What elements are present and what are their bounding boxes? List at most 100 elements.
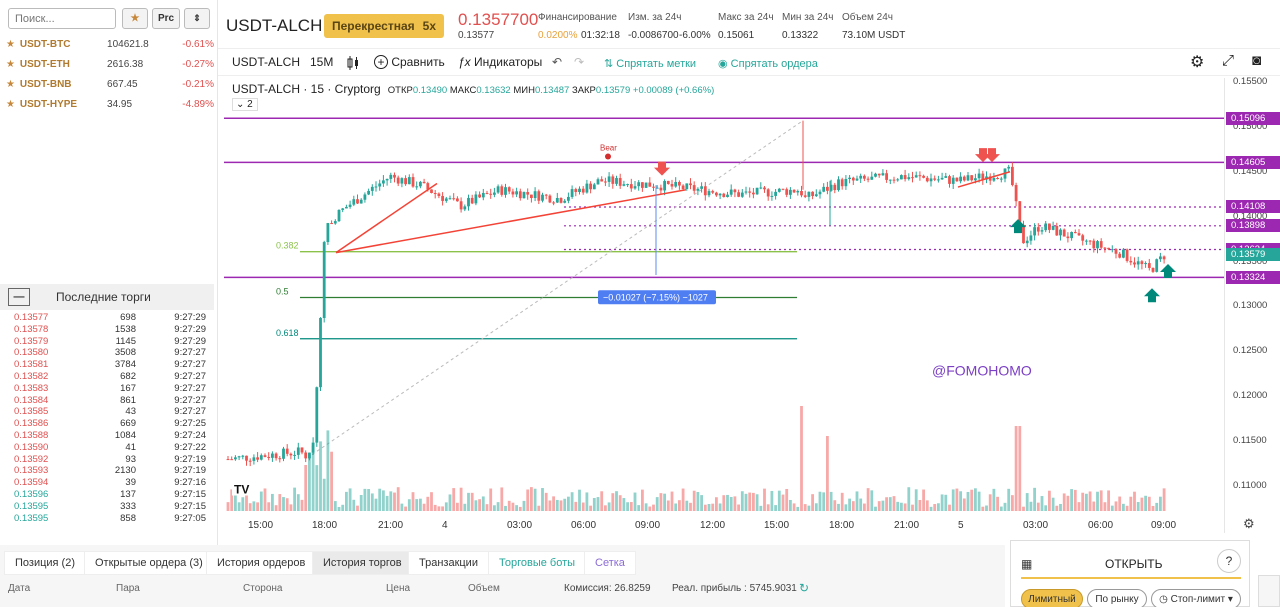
volume-bar [792,503,796,511]
volume-bar [970,489,974,511]
sort-button[interactable]: ⇕ [184,8,210,29]
candle-body [900,175,903,180]
watchlist-row[interactable]: ★ USDT-BNB 667.45 -0.21% [0,74,214,94]
calculator-icon[interactable]: ▦ [1021,557,1033,571]
volume-bar [1136,502,1140,511]
trade-row: 0.13581 3784 9:27:27 [0,359,214,371]
candle-body [600,179,604,182]
recent-trades-title: Последние торги [56,290,151,304]
volume-bar [507,500,511,511]
candle-body [493,192,496,195]
trade-time: 9:27:27 [174,406,206,418]
settings-gear-icon[interactable]: ⚙ [1190,54,1205,71]
refresh-icon[interactable]: ↻ [799,581,810,595]
volume-bar [567,496,570,511]
price-level-label[interactable]: 0.15096 [1226,111,1280,125]
candle-body [363,194,367,200]
star-icon[interactable]: ★ [6,78,15,90]
favorites-star-button[interactable]: ★ [122,8,148,29]
interval-button[interactable]: 15M [310,55,334,69]
star-icon[interactable]: ★ [6,58,15,70]
volume-bar [259,491,263,511]
price-level-label[interactable]: 0.14605 [1226,155,1280,169]
side-tab[interactable] [1258,575,1280,607]
trade-price: 0.13582 [14,371,49,382]
price-tick: 0.14500 [1233,165,1268,177]
trade-qty: 3508 [114,347,136,359]
price-tick: 0.13000 [1233,300,1268,312]
market-button[interactable]: По рынку [1087,589,1147,607]
fullscreen-icon[interactable]: ⤢ [1222,52,1235,69]
limit-button[interactable]: Лимитный [1021,589,1083,607]
trade-time: 9:27:15 [174,500,206,512]
star-icon[interactable]: ★ [6,98,15,110]
price-level-label[interactable]: 0.13324 [1226,270,1280,284]
tab-4[interactable]: Транзакции [408,551,489,575]
hide-marks-button[interactable]: ⇅ Спрятать метки [604,57,696,70]
pair-title[interactable]: USDT-ALCH [226,16,323,35]
volume-bar [474,500,478,511]
symbol-button[interactable]: USDT-ALCH [232,55,301,69]
last-price: 0.1357700 [458,10,539,29]
sell-arrow-icon [975,148,991,163]
tab-3[interactable]: История торгов [312,551,413,575]
chart-canvas[interactable]: 0.382 0.5 0.618 Bear −0.01027 (−7.15%) −1027… [224,78,1224,533]
legend-collapse-button[interactable]: ⌄ 2 [232,98,258,111]
search-input[interactable] [8,8,116,29]
tab-5[interactable]: Торговые боты [488,551,587,575]
volume-bar [674,503,678,511]
trade-row: 0.13585 43 9:27:27 [0,406,214,418]
collapse-button[interactable]: — [8,288,30,306]
candle-body [526,192,530,195]
price-level-label[interactable]: 0.14108 [1226,200,1280,214]
prc-button[interactable]: Prc [152,8,180,29]
price-chart[interactable]: 0.382 0.5 0.618 Bear −0.01027 (−7.15%) −1027… [224,78,1224,533]
candle-body [337,209,341,222]
tab-1[interactable]: Открытые ордера (3) [84,551,214,575]
stop-limit-select[interactable]: ◷ Стоп-лимит ▾ [1151,589,1241,607]
volume-bar [308,454,311,511]
volume-bar [359,494,363,511]
hide-orders-button[interactable]: ◉ Спрятать ордера [718,57,818,70]
watchlist-row[interactable]: ★ USDT-ETH 2616.38 -0.27% [0,54,214,74]
trade-time: 9:27:24 [174,430,206,441]
volume-bar [1129,496,1133,511]
compare-button[interactable]: + Сравнить [374,55,445,69]
price-axis[interactable]: 0.15500 0.15000 0.14500 0.14000 0.13500 0.130… [1224,76,1280,533]
indicators-button[interactable]: ƒx Индикаторы [458,55,542,69]
candle-body [267,456,271,458]
volume-bar [611,493,615,511]
undo-icon[interactable]: ↶ [552,55,563,69]
price-level-label[interactable]: 0.13898 [1226,219,1280,233]
help-icon[interactable]: ? [1217,549,1241,573]
candle-body [437,193,441,197]
candle-type-icon[interactable] [346,55,360,74]
candle-body [800,190,803,196]
redo-icon[interactable]: ↷ [574,55,585,69]
price-tick: 0.13500 [1233,255,1268,267]
volume-bar [785,488,789,511]
star-icon[interactable]: ★ [6,38,15,50]
candle-body [315,387,319,443]
tradingview-logo-text: TV [234,483,249,497]
watchlist-row[interactable]: ★ USDT-BTC 104621.8 -0.61% [0,34,214,54]
volume-bar [271,493,274,511]
price-level-label[interactable]: 0.13579 [1226,247,1280,261]
margin-mode-button[interactable]: Перекрестная 5x [324,14,444,38]
volume-bar [1088,491,1092,511]
volume-bar [988,494,992,511]
time-tick: 21:00 [894,520,920,531]
volume-bar [907,487,911,511]
watchlist-row[interactable]: ★ USDT-HYPE 34.95 -4.89% [0,94,214,114]
volume-bar [1092,501,1096,511]
camera-icon[interactable]: ◙ [1252,52,1262,69]
candle-body [622,184,626,186]
tab-0[interactable]: Позиция (2) [4,551,86,575]
tab-6[interactable]: Сетка [584,551,636,575]
price-tick: 0.12500 [1233,345,1268,357]
axis-settings-icon[interactable]: ⚙ [1243,516,1255,531]
tab-2[interactable]: История ордеров [206,551,317,575]
time-tick: 18:00 [829,520,855,531]
candle-body [925,177,929,182]
volume-bar [633,492,637,511]
